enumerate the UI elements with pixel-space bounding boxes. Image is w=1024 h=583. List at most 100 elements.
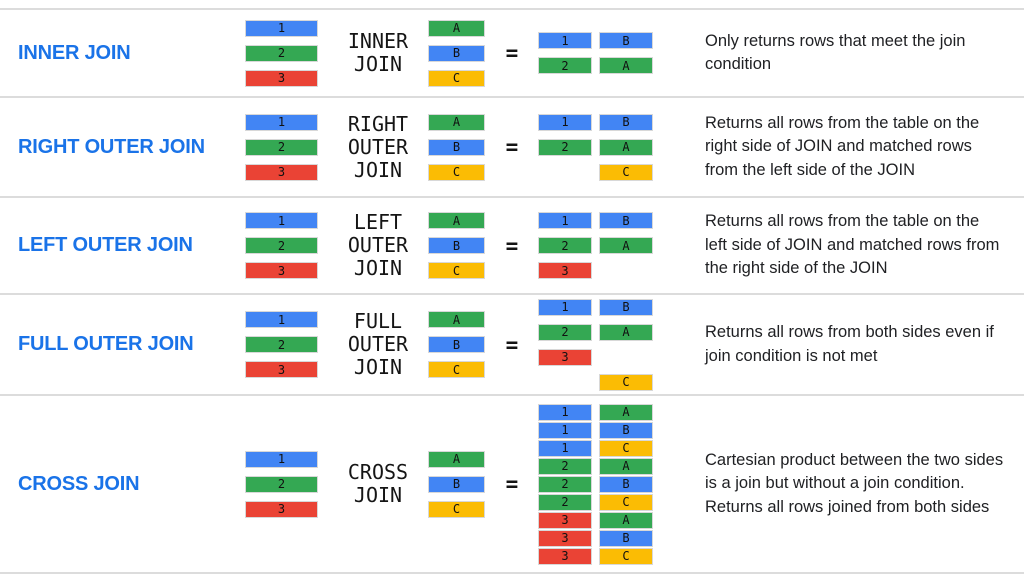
table-cell: C [599,547,653,565]
table-cell: B [428,475,485,493]
table-cell: C [428,163,485,181]
join-operator-line: LEFT [353,210,403,234]
join-operator-line: OUTER [347,233,409,257]
equals-sign: = [505,135,519,159]
table-cell: C [599,373,653,391]
table-cell: A [599,403,653,421]
table-cell: 3 [245,69,318,87]
table-cell: 1 [245,450,318,468]
table-cell: C [599,163,653,181]
table-cell: 2 [245,336,318,353]
table-cell: A [428,19,485,37]
join-title: CROSS JOIN [18,472,140,495]
table-cell: 1 [538,298,592,316]
table-cell: A [428,311,485,328]
join-operator-label: FULL OUTER JOIN [335,310,421,379]
table-cell: A [599,511,653,529]
table-cell: C [428,361,485,378]
join-operator-label: CROSS JOIN [335,461,421,507]
table-cell: B [428,237,485,254]
table-cell: 3 [245,163,318,181]
table-cell: 3 [245,500,318,518]
table-cell: 2 [538,138,592,156]
table-cell: 1 [245,19,318,37]
join-description: Returns all rows from both sides even if… [705,323,994,365]
table-cell: A [599,237,653,254]
join-operator-line: JOIN [353,256,403,280]
table-cell: 2 [538,323,592,341]
join-operator-line: JOIN [353,355,403,379]
table-cell: B [599,32,653,49]
table-cell: 1 [538,113,592,131]
join-operator-label: INNER JOIN [335,30,421,76]
left-table: 1 2 3 [245,212,318,279]
join-title: LEFT OUTER JOIN [18,234,193,256]
table-cell: 2 [538,493,592,511]
join-operator-line: JOIN [353,157,403,182]
join-operator-label: LEFT OUTER JOIN [335,211,421,280]
join-operator-line: RIGHT [347,111,409,136]
table-cell: 1 [245,212,318,229]
left-table: 1 2 3 [245,113,318,181]
table-cell: 1 [538,421,592,439]
table-cell: 1 [245,113,318,131]
equals-sign: = [505,41,519,65]
table-cell: 3 [538,511,592,529]
join-description: Only returns rows that meet the join con… [705,31,966,73]
table-cell: B [428,44,485,62]
table-cell: A [599,323,653,341]
table-cell: C [599,439,653,457]
table-cell: 1 [245,311,318,328]
join-operator-line: INNER [347,29,409,53]
join-title: INNER JOIN [18,41,131,64]
table-cell: B [428,336,485,353]
table-cell: 2 [538,457,592,475]
table-cell: 2 [538,57,592,74]
table-cell: B [599,475,653,493]
result-column-left: 1 2 3 [538,212,592,279]
table-cell: B [599,421,653,439]
table-cell: C [428,500,485,518]
join-description: Cartesian product between the two sides … [705,450,1004,516]
table-cell: 2 [245,475,318,493]
table-cell: 3 [538,262,592,279]
table-cell: A [428,450,485,468]
table-cell: 2 [538,475,592,493]
table-cell: C [428,69,485,87]
table-cell: B [428,138,485,156]
join-title: FULL OUTER JOIN [18,333,194,355]
table-cell: 1 [538,32,592,49]
table-cell: A [599,138,653,156]
table-cell: B [599,529,653,547]
join-operator-line: OUTER [347,134,409,159]
table-cell: 2 [538,237,592,254]
join-description: Returns all rows from the table on the l… [705,212,1000,278]
table-cell: 2 [245,138,318,156]
join-operator-line: CROSS [347,460,409,484]
join-operator-line: OUTER [347,332,409,356]
table-cell: B [599,212,653,229]
left-table: 1 2 3 [245,311,318,378]
